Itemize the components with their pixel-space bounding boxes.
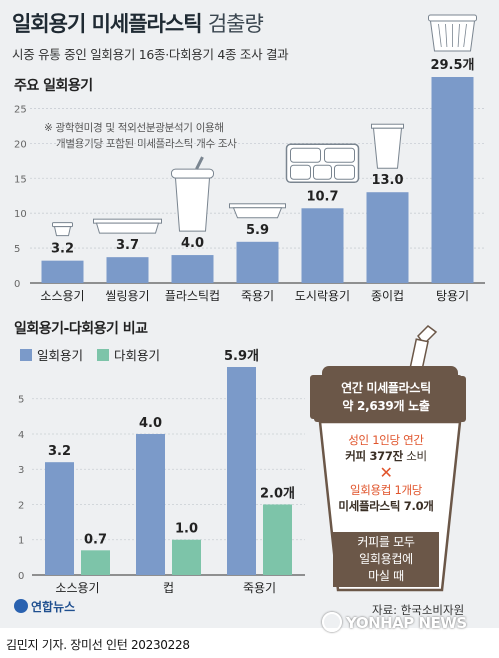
infographic-card: 일회용기 미세플라스틱 검출량 시중 유통 중인 일회용기 16종·다회용기 4… bbox=[0, 0, 499, 628]
c1-category-label: 종이컵 bbox=[371, 289, 404, 303]
c2-ytick-label: 4 bbox=[18, 430, 24, 441]
legend-swatch-disposable bbox=[20, 348, 32, 361]
legend-item-reusable: 다회용기 bbox=[97, 345, 160, 364]
page-title: 일회용기 미세플라스틱 검출량 bbox=[12, 8, 264, 38]
c1-value-label: 4.0 bbox=[181, 236, 204, 251]
c2-ytick-label: 1 bbox=[18, 536, 24, 547]
c1-bar bbox=[236, 241, 279, 283]
cup-label-line1: 연간 미세플라스틱 bbox=[341, 381, 431, 395]
lunchbox-icon bbox=[285, 143, 360, 184]
c1-ytick-label: 5 bbox=[14, 244, 20, 255]
watermark-logo-icon bbox=[322, 612, 342, 632]
c1-value-label: 3.2 bbox=[51, 242, 74, 257]
cup-bottom-line1: 커피를 모두 bbox=[357, 535, 415, 549]
c1-ytick-label: 20 bbox=[14, 139, 27, 150]
c1-ytick-label: 25 bbox=[14, 104, 27, 115]
c1-value-label: 10.7 bbox=[306, 189, 338, 204]
legend-swatch-reusable bbox=[97, 348, 109, 361]
c1-value-label: 5.9 bbox=[246, 223, 269, 238]
cup-line2-rest: 소비 bbox=[402, 449, 427, 463]
c2-value-label: 4.0 bbox=[139, 416, 162, 431]
c1-bar bbox=[106, 257, 149, 283]
legend-label-reusable: 다회용기 bbox=[114, 348, 161, 363]
cup-bottom-line3: 마실 때 bbox=[368, 569, 404, 583]
yonhap-logo: 연합뉴스 bbox=[14, 598, 75, 615]
chart1-note: ※ 광학현미경 및 적외선분광분석기 이용해 개별용기당 포함된 미세플라스틱 … bbox=[44, 120, 237, 152]
c2-value-label: 3.2 bbox=[48, 444, 71, 459]
c1-bar bbox=[366, 192, 409, 283]
c1-ytick-label: 15 bbox=[14, 174, 27, 185]
porridge-bowl-icon bbox=[229, 203, 286, 219]
c2-value-label: 0.7 bbox=[84, 532, 107, 547]
chart2-section-title: 일회용기-다회용기 비교 bbox=[14, 321, 148, 337]
sealing-tray-icon bbox=[93, 218, 162, 234]
c2-value-label: 5.9개 bbox=[224, 349, 259, 364]
c1-bar bbox=[301, 208, 344, 283]
source-note: 자료: 한국소비자원 bbox=[372, 603, 465, 617]
title-main: 일회용기 미세플라스틱 bbox=[12, 12, 203, 36]
title-light: 검출량 bbox=[207, 12, 264, 36]
chart1-section-title: 주요 일회용기 bbox=[14, 78, 93, 94]
c2-ytick-label: 0 bbox=[18, 571, 24, 582]
c2-category-label: 컵 bbox=[163, 581, 174, 595]
logo-mark-icon bbox=[14, 599, 28, 613]
c1-category-label: 도시락용기 bbox=[295, 289, 350, 303]
legend-item-disposable: 일회용기 bbox=[20, 345, 83, 364]
c1-bar bbox=[41, 260, 84, 283]
c2-bar-disposable bbox=[45, 462, 74, 575]
multiply-icon: ✕ bbox=[379, 463, 393, 482]
c2-bar-disposable bbox=[136, 433, 165, 575]
cup-line1: 성인 1인당 연간 bbox=[348, 433, 424, 447]
c1-bar bbox=[171, 255, 214, 283]
cup-label: 연간 미세플라스틱 약 2,639개 노출 bbox=[310, 375, 462, 419]
page-subtitle: 시중 유통 중인 일회용기 16종·다회용기 4종 조사 결과 bbox=[12, 47, 289, 62]
c1-category-label: 소스용기 bbox=[40, 289, 84, 303]
c1-category-label: 탕용기 bbox=[436, 289, 469, 303]
cup-line2-bold: 커피 377잔 bbox=[345, 449, 403, 463]
c1-value-label: 3.7 bbox=[116, 238, 139, 253]
c1-category-label: 플라스틱컵 bbox=[165, 289, 220, 303]
c2-category-label: 소스용기 bbox=[55, 581, 99, 595]
c2-bar-disposable bbox=[227, 367, 256, 575]
cup-bottom-line2: 일회용컵에 bbox=[359, 552, 413, 566]
logo-text: 연합뉴스 bbox=[31, 600, 76, 614]
c1-category-label: 죽용기 bbox=[241, 289, 274, 303]
c2-ytick-label: 3 bbox=[18, 465, 24, 476]
c2-ytick-label: 5 bbox=[18, 395, 24, 406]
paper-cup-icon bbox=[371, 123, 404, 169]
c1-ytick-label: 10 bbox=[14, 209, 27, 220]
note-line-2: 개별용기당 포함된 미세플라스틱 개수 조사 bbox=[56, 138, 237, 150]
cup-body-text: 성인 1인당 연간 커피 377잔 소비 ✕ 일회용컵 1개당 미세플라스틱 7… bbox=[316, 432, 456, 514]
legend-label-disposable: 일회용기 bbox=[37, 348, 84, 363]
c1-bar bbox=[431, 77, 474, 283]
chart2-legend: 일회용기 다회용기 bbox=[20, 345, 170, 364]
watermark: YONHAP NEWS bbox=[322, 612, 467, 632]
c1-category-label: 씰링용기 bbox=[105, 289, 149, 303]
sauce-container-icon bbox=[52, 222, 73, 237]
c2-bar-reusable bbox=[81, 550, 110, 575]
byline: 김민지 기자. 장미선 인턴 20230228 bbox=[6, 638, 190, 652]
c2-ytick-label: 2 bbox=[18, 500, 24, 511]
c2-category-label: 죽용기 bbox=[243, 581, 276, 595]
c2-bar-reusable bbox=[263, 504, 292, 575]
c2-value-label: 2.0개 bbox=[260, 486, 295, 501]
cup-bottom-box: 커피를 모두 일회용컵에 마실 때 bbox=[333, 532, 439, 587]
soup-container-icon bbox=[428, 14, 477, 52]
cup-label-line2: 약 2,639개 노출 bbox=[342, 399, 430, 413]
c1-value-label: 13.0 bbox=[371, 173, 403, 188]
cup-line4: 미세플라스틱 7.0개 bbox=[338, 499, 434, 513]
watermark-text: YONHAP NEWS bbox=[346, 614, 467, 632]
c1-ytick-label: 0 bbox=[14, 279, 20, 290]
plastic-cup-icon bbox=[171, 156, 214, 232]
note-line-1: ※ 광학현미경 및 적외선분광분석기 이용해 bbox=[44, 122, 224, 134]
c2-bar-reusable bbox=[172, 539, 201, 575]
c1-value-label: 29.5개 bbox=[430, 58, 474, 73]
c2-value-label: 1.0 bbox=[175, 522, 198, 537]
chart1-svg: 0 5 10 15 20 25 3.2 소스용기 3.7 씰링용기 4.0 플라스틱컵 5.9 죽용기 1… bbox=[14, 14, 485, 303]
cup-line3: 일회용컵 1개당 bbox=[349, 483, 423, 497]
